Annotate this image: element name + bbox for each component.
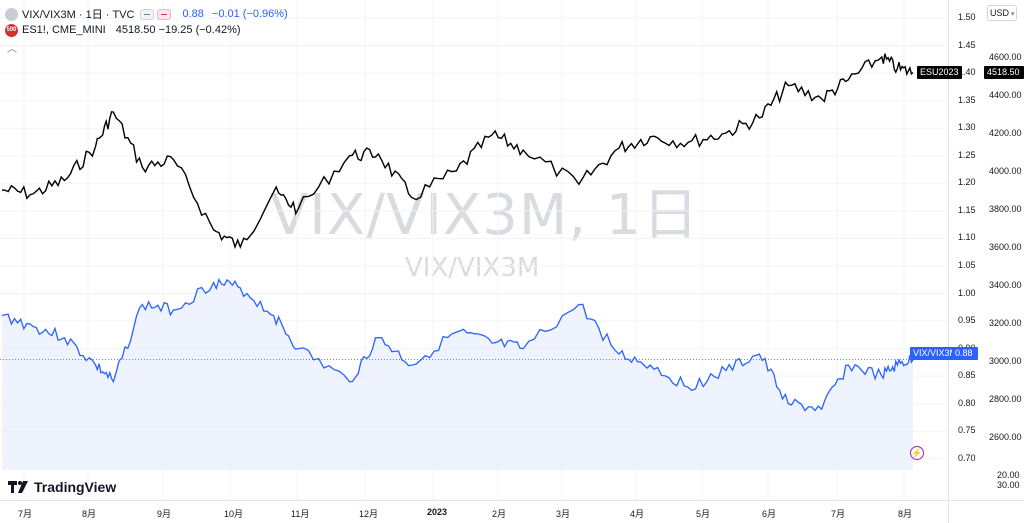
compare-series-values: 4518.50 −19.25 (−0.42%) [115, 24, 241, 36]
right-scale-tick: 3400.00 [989, 280, 1022, 290]
vix-series-area [2, 279, 913, 470]
left-scale-tick: 0.70 [958, 452, 976, 463]
es-series-line [1, 53, 914, 250]
main-series-title[interactable]: VIX/VIX3M · 1日 · TVC [22, 9, 135, 21]
left-scale-tick: 1.10 [958, 232, 976, 243]
left-scale-tick: 1.30 [958, 122, 976, 133]
right-scale-tick: 4600.00 [989, 52, 1022, 62]
scale-corner[interactable] [948, 500, 1024, 523]
left-scale-tick: 1.15 [958, 204, 976, 215]
main-series-change: −0.01 (−0.96%) [211, 8, 288, 20]
legend-main-series[interactable]: VIX/VIX3M · 1日 · TVC 0.88 −0.01 (−0.96%) [5, 6, 288, 22]
right-scale-tick: 4000.00 [989, 166, 1022, 176]
time-scale-label: 4月 [630, 509, 645, 519]
time-scale-label: 5月 [696, 509, 711, 519]
right-scale-tick: 4200.00 [989, 128, 1022, 138]
symbol-watermark: VIX/VIX3M, 1日 [270, 183, 700, 248]
es-price-tag: 4518.50 [984, 66, 1024, 79]
plot-area[interactable]: VIX/VIX3M, 1日 VIX/VIX3M [0, 0, 948, 500]
symbol-watermark-sub: VIX/VIX3M [405, 253, 540, 283]
chevron-up-icon[interactable]: ︿ [7, 44, 17, 55]
vix-series-line [1, 277, 914, 412]
time-scale-label: 7月 [18, 509, 33, 519]
time-scale-label: 6月 [762, 509, 777, 519]
es-logo-icon: 500 [5, 23, 18, 37]
time-scale[interactable]: 7月 8月 9月 10月 11月 12月 2023 2月 3月 4月 5月 6月 7月 8月 [0, 500, 948, 523]
time-scale-label: 8月 [82, 509, 97, 519]
price-scale[interactable]: 1.50 1.45 1.40 1.35 1.30 1.25 1.20 1.15 1.10 1.05… [948, 0, 1024, 500]
time-scale-label: 7月 [831, 509, 846, 519]
left-scale-tick: 0.85 [958, 370, 976, 381]
es-symbol-tag: ESU2023 [917, 66, 962, 79]
chevron-down-icon: ▾ [1011, 11, 1015, 18]
time-scale-label: 11月 [291, 509, 310, 519]
left-scale-tick: 1.50 [958, 12, 976, 22]
left-scale-tick: 1.00 [958, 287, 976, 298]
vix-symbol-tag: VIX/VIX3M [910, 347, 961, 360]
legend-compare-series[interactable]: 500 ES1!, CME_MINI 4518.50 −19.25 (−0.42… [5, 22, 288, 38]
time-scale-label: 9月 [157, 509, 172, 519]
right-scale-tick: 20.00 [997, 470, 1020, 480]
time-scale-label: 2月 [492, 509, 507, 519]
right-scale-tick: 2600.00 [989, 432, 1022, 442]
lightning-icon[interactable]: ⚡ [910, 446, 924, 460]
main-series-value: 0.88 [182, 8, 204, 20]
right-scale-tick: 3600.00 [989, 242, 1022, 252]
left-scale-tick: 0.75 [958, 425, 976, 436]
right-scale-tick: 3000.00 [989, 356, 1022, 366]
time-scale-label: 8月 [898, 509, 913, 519]
left-scale-tick: 1.05 [958, 259, 976, 270]
vix-price-tag: 0.88 [952, 347, 978, 360]
left-scale-tick: 1.20 [958, 177, 976, 188]
time-scale-label: 10月 [224, 509, 244, 519]
right-scale-tick: 3800.00 [989, 204, 1022, 214]
symbol-logo [5, 7, 18, 21]
right-scale-tick: 3200.00 [989, 318, 1022, 328]
right-scale-tick: 2800.00 [989, 394, 1022, 404]
left-scale-tick: 1.35 [958, 94, 976, 105]
time-scale-label: 3月 [556, 509, 571, 519]
series-settings-button[interactable] [140, 8, 155, 20]
time-scale-label: 2023 [427, 507, 448, 517]
right-scale-tick: 4400.00 [989, 90, 1022, 100]
left-scale-tick: 1.40 [958, 67, 976, 78]
price-chart-svg[interactable] [0, 0, 948, 500]
legend: VIX/VIX3M · 1日 · TVC 0.88 −0.01 (−0.96%)… [5, 6, 288, 55]
left-scale-tick: 0.80 [958, 397, 976, 408]
tradingview-logo-text: TradingView [34, 479, 117, 495]
compare-series-symbol[interactable]: ES1!, CME_MINI [22, 24, 106, 36]
left-scale-tick: 1.25 [958, 149, 976, 160]
left-scale-tick: 1.45 [958, 39, 976, 50]
series-style-button[interactable] [157, 8, 172, 20]
tradingview-logo[interactable]: TradingView [8, 479, 116, 495]
time-scale-label: 12月 [359, 509, 379, 519]
left-scale-tick: 0.95 [958, 315, 976, 326]
currency-button[interactable]: USD ▾ [987, 5, 1017, 21]
right-scale-tick: 30.00 [997, 480, 1020, 490]
tradingview-icon [8, 481, 28, 493]
